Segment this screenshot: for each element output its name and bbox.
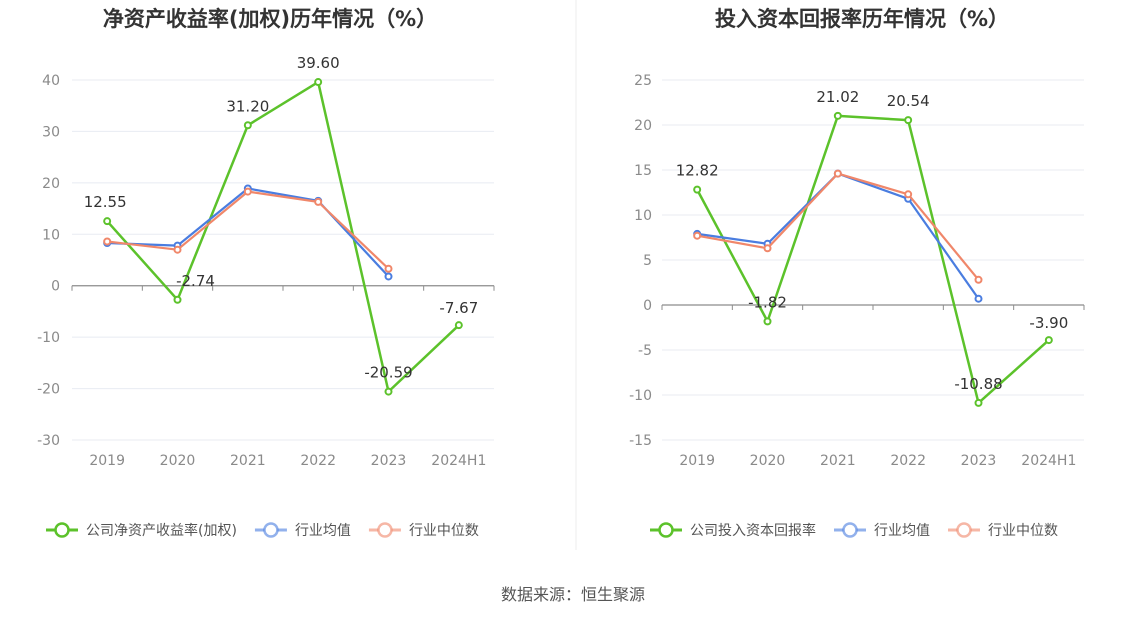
y-tick-label: 25 bbox=[634, 73, 652, 89]
y-tick-label: -10 bbox=[629, 388, 652, 404]
y-tick-label: 20 bbox=[42, 176, 60, 192]
data-point bbox=[693, 185, 702, 194]
legend-label: 行业均值 bbox=[874, 523, 930, 539]
x-tick-label: 2024H1 bbox=[431, 453, 486, 469]
x-tick-label: 2020 bbox=[160, 453, 196, 469]
x-tick-label: 2023 bbox=[371, 453, 407, 469]
legend-swatch-marker bbox=[956, 522, 972, 538]
y-tick-label: -20 bbox=[37, 382, 60, 398]
legend-swatch-marker bbox=[377, 522, 393, 538]
legend-label: 公司投入资本回报率 bbox=[690, 522, 816, 539]
x-tick-label: 2021 bbox=[230, 453, 266, 469]
data-point bbox=[454, 321, 463, 330]
y-tick-label: 20 bbox=[634, 118, 652, 134]
y-tick-label: 10 bbox=[634, 208, 652, 224]
legend-swatch-marker bbox=[263, 522, 279, 538]
x-tick-label: 2022 bbox=[890, 453, 926, 469]
legend-label: 行业均值 bbox=[295, 523, 351, 539]
x-tick-label: 2023 bbox=[961, 453, 997, 469]
series-line bbox=[696, 172, 980, 281]
data-point bbox=[384, 264, 393, 273]
y-tick-label: -5 bbox=[638, 343, 652, 359]
data-point bbox=[693, 231, 702, 240]
roic-chart: 投入资本回报率历年情况（%） -15 -10 -5 0 5 10 15 20 25 2019 2020… bbox=[629, 7, 1085, 539]
data-point bbox=[384, 387, 393, 396]
data-label: -10.88 bbox=[954, 375, 1002, 393]
legend-label: 公司净资产收益率(加权) bbox=[86, 522, 237, 539]
x-tick-label: 2024H1 bbox=[1021, 453, 1076, 469]
y-tick-label: 30 bbox=[42, 124, 60, 140]
data-point bbox=[243, 121, 252, 130]
roe-chart: 净资产收益率(加权)历年情况（%） -30 -20 -10 0 10 20 30 40 2019 2… bbox=[37, 7, 495, 539]
x-tick-label: 2020 bbox=[750, 453, 786, 469]
data-point bbox=[103, 237, 112, 246]
y-tick-label: 0 bbox=[643, 298, 652, 314]
legend-swatch-marker bbox=[842, 522, 858, 538]
data-point bbox=[103, 217, 112, 226]
data-point bbox=[173, 295, 182, 304]
series-line bbox=[696, 114, 1050, 405]
y-tick-label: -15 bbox=[629, 433, 652, 449]
data-label: 21.02 bbox=[816, 88, 859, 106]
data-label: 31.20 bbox=[226, 97, 269, 115]
data-point bbox=[763, 244, 772, 253]
data-point bbox=[974, 275, 983, 284]
x-tick-label: 2022 bbox=[300, 453, 336, 469]
y-tick-label: -30 bbox=[37, 433, 60, 449]
x-tick-label: 2021 bbox=[820, 453, 856, 469]
data-source: 数据来源：恒生聚源 bbox=[501, 585, 645, 604]
series-line bbox=[106, 80, 460, 393]
data-label: 12.55 bbox=[84, 193, 127, 211]
data-point bbox=[173, 245, 182, 254]
data-label: 20.54 bbox=[887, 92, 930, 110]
data-point bbox=[1044, 336, 1053, 345]
data-label: -1.82 bbox=[748, 293, 787, 311]
data-label: -3.90 bbox=[1029, 314, 1068, 332]
data-point bbox=[833, 111, 842, 120]
data-point bbox=[763, 317, 772, 326]
data-point bbox=[833, 169, 842, 178]
data-point bbox=[904, 116, 913, 125]
data-point bbox=[243, 187, 252, 196]
y-tick-label: 10 bbox=[42, 227, 60, 243]
legend-swatch-marker bbox=[54, 522, 70, 538]
chart-title: 净资产收益率(加权)历年情况（%） bbox=[103, 7, 437, 31]
data-point bbox=[974, 294, 983, 303]
data-label: 12.82 bbox=[676, 162, 719, 180]
data-point bbox=[904, 190, 913, 199]
y-tick-label: 15 bbox=[634, 163, 652, 179]
data-point bbox=[384, 272, 393, 281]
data-label: -20.59 bbox=[364, 364, 412, 382]
data-label: -2.74 bbox=[176, 272, 215, 290]
legend-label: 行业中位数 bbox=[988, 523, 1058, 539]
data-point bbox=[314, 78, 323, 87]
legend-label: 行业中位数 bbox=[409, 523, 479, 539]
x-tick-label: 2019 bbox=[679, 453, 715, 469]
data-label: -7.67 bbox=[439, 299, 478, 317]
y-tick-label: -10 bbox=[37, 330, 60, 346]
chart-title: 投入资本回报率历年情况（%） bbox=[715, 7, 1009, 31]
y-tick-label: 40 bbox=[42, 73, 60, 89]
legend-swatch-marker bbox=[658, 522, 674, 538]
x-tick-label: 2019 bbox=[89, 453, 125, 469]
data-point bbox=[974, 398, 983, 407]
y-tick-label: 0 bbox=[51, 279, 60, 295]
y-tick-label: 5 bbox=[643, 253, 652, 269]
data-point bbox=[314, 197, 323, 206]
data-label: 39.60 bbox=[297, 54, 340, 72]
